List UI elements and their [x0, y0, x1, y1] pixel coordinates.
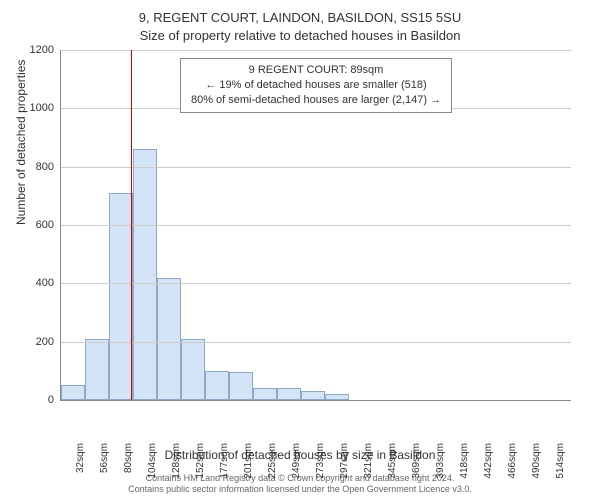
x-tick-label: 249sqm	[291, 443, 302, 479]
subject-marker-line	[131, 50, 132, 400]
y-tick-label: 0	[14, 394, 54, 406]
y-tick-label: 1000	[14, 102, 54, 114]
y-tick-label: 800	[14, 161, 54, 173]
x-tick-label: 104sqm	[147, 443, 158, 479]
x-tick-label: 128sqm	[171, 443, 182, 479]
x-tick-label: 514sqm	[555, 443, 566, 479]
x-tick-label: 201sqm	[243, 443, 254, 479]
histogram-bar	[85, 339, 109, 400]
x-tick-label: 442sqm	[483, 443, 494, 479]
x-tick-label: 152sqm	[195, 443, 206, 479]
x-tick-label: 393sqm	[435, 443, 446, 479]
info-box-line1: 9 REGENT COURT: 89sqm	[191, 63, 441, 78]
histogram-bar	[133, 149, 157, 400]
x-tick-label: 56sqm	[99, 443, 110, 473]
histogram-bar	[157, 278, 181, 401]
histogram-plot: 9 REGENT COURT: 89sqm ← 19% of detached …	[60, 50, 571, 401]
x-tick-label: 297sqm	[339, 443, 350, 479]
histogram-bar	[205, 371, 229, 400]
histogram-bar	[229, 372, 253, 400]
gridline	[61, 50, 571, 51]
y-tick-label: 600	[14, 219, 54, 231]
gridline	[61, 225, 571, 226]
x-tick-label: 273sqm	[315, 443, 326, 479]
x-tick-label: 321sqm	[363, 443, 374, 479]
x-tick-label: 369sqm	[411, 443, 422, 479]
x-tick-label: 418sqm	[459, 443, 470, 479]
x-tick-label: 225sqm	[267, 443, 278, 479]
histogram-bar	[109, 193, 133, 400]
histogram-bar	[61, 385, 85, 400]
y-tick-label: 400	[14, 277, 54, 289]
x-tick-label: 490sqm	[531, 443, 542, 479]
x-tick-label: 466sqm	[507, 443, 518, 479]
page-subtitle: Size of property relative to detached ho…	[0, 28, 600, 43]
x-tick-label: 32sqm	[75, 443, 86, 473]
x-tick-label: 177sqm	[219, 443, 230, 479]
histogram-bar	[181, 339, 205, 400]
histogram-bar	[277, 388, 301, 400]
page-title-address: 9, REGENT COURT, LAINDON, BASILDON, SS15…	[0, 10, 600, 25]
y-axis-label: Number of detached properties	[14, 60, 28, 225]
histogram-bar	[301, 391, 325, 400]
gridline	[61, 167, 571, 168]
gridline	[61, 283, 571, 284]
histogram-bar	[253, 388, 277, 400]
gridline	[61, 342, 571, 343]
info-box: 9 REGENT COURT: 89sqm ← 19% of detached …	[180, 58, 452, 113]
x-tick-label: 80sqm	[123, 443, 134, 473]
y-tick-label: 1200	[14, 44, 54, 56]
footer-line2: Contains public sector information licen…	[0, 484, 600, 496]
info-box-line3: 80% of semi-detached houses are larger (…	[191, 93, 441, 108]
y-tick-label: 200	[14, 336, 54, 348]
x-tick-label: 345sqm	[387, 443, 398, 479]
info-box-line2: ← 19% of detached houses are smaller (51…	[191, 78, 441, 93]
histogram-bar	[325, 394, 349, 400]
